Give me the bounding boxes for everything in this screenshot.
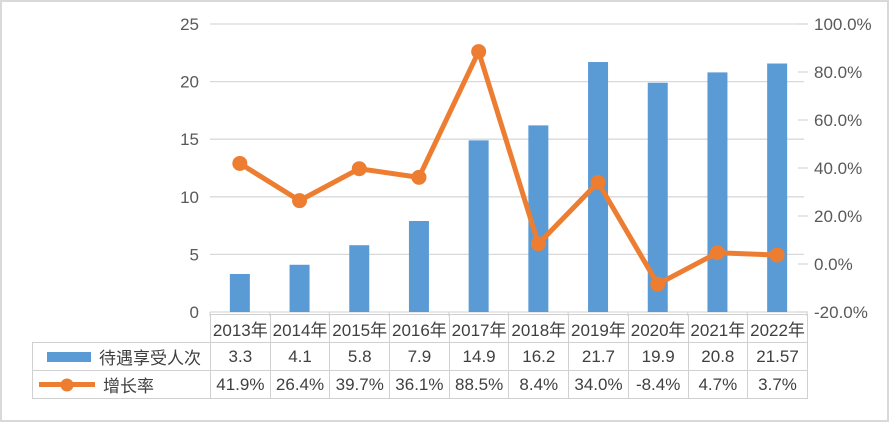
value-cell: 21.57 bbox=[747, 342, 808, 371]
year-header-cell: 2020年 bbox=[627, 314, 689, 343]
bar-2015年 bbox=[349, 245, 370, 312]
year-header-cell: 2015年 bbox=[329, 314, 391, 343]
value-cell: 3.3 bbox=[210, 342, 271, 371]
series-name: 增长率 bbox=[103, 377, 154, 396]
legend-entry: 待遇享受人次 bbox=[39, 344, 210, 369]
year-header-cell: 2017年 bbox=[448, 314, 510, 343]
year-header-cell: 2016年 bbox=[389, 314, 450, 343]
value-cell: 4.1 bbox=[269, 342, 331, 371]
series-name: 待遇享受人次 bbox=[99, 349, 201, 368]
value-cell: 7.9 bbox=[389, 342, 450, 371]
line-marker-2020年 bbox=[650, 276, 666, 292]
legend-bar-swatch-icon bbox=[47, 351, 91, 362]
legend-marker-dot-icon bbox=[60, 378, 74, 391]
left-axis-tick-label: 20 bbox=[180, 73, 199, 92]
value-cell: 20.8 bbox=[687, 342, 749, 371]
line-marker-2017年 bbox=[471, 44, 487, 60]
line-marker-2021年 bbox=[709, 245, 725, 261]
right-axis-tick-label: -20.0% bbox=[814, 303, 868, 322]
data-table: 2013年 2014年 2015年 2016年 2017年 2018年 2019年 2020年… bbox=[32, 314, 808, 399]
value-cell: 5.8 bbox=[329, 342, 391, 371]
bar-2022年 bbox=[767, 63, 788, 313]
table-row: 增长率 41.9% 26.4% 39.7% 36.1% 88.5% 8.4% 34.0% -8.… bbox=[32, 370, 808, 399]
year-header-cell: 2018年 bbox=[508, 314, 570, 343]
line-marker-2022年 bbox=[769, 247, 785, 263]
year-header-cell: 2021年 bbox=[687, 314, 749, 343]
value-cell: 88.5% bbox=[448, 370, 510, 399]
bar-2020年 bbox=[647, 82, 668, 312]
right-axis-tick-label: 0.0% bbox=[814, 255, 853, 274]
line-marker-2014年 bbox=[292, 193, 308, 209]
value-cell: 39.7% bbox=[329, 370, 391, 399]
value-cell: 26.4% bbox=[269, 370, 331, 399]
right-axis-tick-label: 40.0% bbox=[814, 159, 862, 178]
line-marker-2019年 bbox=[590, 174, 606, 190]
bar-2013年 bbox=[229, 273, 250, 312]
legend-cell: 增长率 bbox=[32, 370, 211, 399]
growth-line bbox=[237, 49, 780, 287]
value-cell: 19.9 bbox=[627, 342, 689, 371]
left-axis-tick-label: 25 bbox=[180, 15, 199, 34]
left-axis-tick-label: 15 bbox=[180, 130, 199, 149]
right-axis-tick-label: 80.0% bbox=[814, 63, 862, 82]
value-cell: 41.9% bbox=[210, 370, 271, 399]
right-axis-tick-label: 60.0% bbox=[814, 111, 862, 130]
bar-2021年 bbox=[707, 72, 728, 312]
line-marker-2016年 bbox=[411, 169, 427, 185]
table-header-row: 2013年 2014年 2015年 2016年 2017年 2018年 2019年 2020年… bbox=[33, 314, 808, 343]
value-cell: 21.7 bbox=[568, 342, 629, 371]
table-corner-cell bbox=[33, 315, 211, 343]
value-cell: 3.7% bbox=[747, 370, 808, 399]
year-header-cell: 2019年 bbox=[568, 314, 629, 343]
year-header-cell: 2013年 bbox=[210, 314, 271, 343]
legend-cell: 待遇享受人次 bbox=[32, 342, 211, 371]
bar-2017年 bbox=[468, 140, 489, 312]
value-cell: 4.7% bbox=[687, 370, 749, 399]
right-axis-tick-label: 20.0% bbox=[814, 207, 862, 226]
bar-2018年 bbox=[528, 125, 549, 312]
value-cell: 36.1% bbox=[389, 370, 450, 399]
left-axis-tick-label: 5 bbox=[190, 245, 199, 264]
line-marker-2015年 bbox=[351, 161, 367, 177]
value-cell: 34.0% bbox=[568, 370, 629, 399]
year-header-cell: 2014年 bbox=[269, 314, 331, 343]
bar-2014年 bbox=[289, 264, 310, 312]
right-axis-tick-label: 100.0% bbox=[814, 15, 872, 34]
left-axis-tick-label: 10 bbox=[180, 188, 199, 207]
year-header-cell: 2022年 bbox=[747, 314, 808, 343]
value-cell: 16.2 bbox=[508, 342, 570, 371]
legend-entry: 增长率 bbox=[39, 372, 210, 397]
legend-line-swatch-icon bbox=[39, 378, 95, 391]
table-row: 待遇享受人次 3.3 4.1 5.8 7.9 14.9 16.2 21.7 19.9 20.8 21… bbox=[32, 342, 808, 371]
value-cell: 14.9 bbox=[448, 342, 510, 371]
line-marker-2018年 bbox=[530, 236, 546, 252]
line-marker-2013年 bbox=[232, 155, 248, 171]
value-cell: -8.4% bbox=[627, 370, 689, 399]
left-axis-tick-label: 0 bbox=[190, 303, 199, 322]
value-cell: 8.4% bbox=[508, 370, 570, 399]
bar-2016年 bbox=[408, 220, 429, 312]
